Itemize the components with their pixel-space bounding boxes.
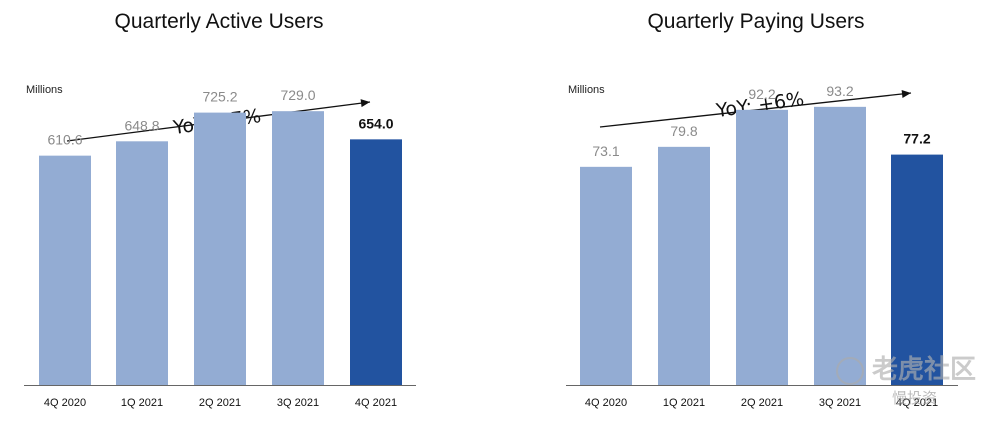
category-tick-label: 1Q 2021 bbox=[663, 397, 705, 409]
bar-1q-2021 bbox=[658, 146, 710, 385]
bar-3q-2021 bbox=[272, 111, 324, 386]
category-tick-label: 4Q 2020 bbox=[585, 397, 627, 409]
value-label: 77.2 bbox=[903, 131, 930, 147]
value-label: 725.2 bbox=[202, 89, 237, 105]
value-label: 729.0 bbox=[280, 87, 315, 103]
bar-2q-2021 bbox=[736, 109, 788, 385]
category-tick-label: 4Q 2020 bbox=[44, 397, 86, 409]
bar-4q-2020 bbox=[580, 166, 632, 385]
value-label: 79.8 bbox=[670, 123, 697, 139]
value-label: 648.8 bbox=[124, 117, 159, 133]
category-tick-label: 3Q 2021 bbox=[819, 397, 861, 409]
bar-4q-2020 bbox=[39, 155, 91, 385]
trend-arrow-head-icon bbox=[360, 99, 370, 108]
trend-arrow-head-icon bbox=[901, 90, 911, 98]
category-tick-label: 4Q 2021 bbox=[355, 397, 397, 409]
chart-title: Quarterly Paying Users bbox=[647, 10, 864, 33]
bar-1q-2021 bbox=[116, 141, 168, 385]
category-tick-label: 4Q 2021 bbox=[896, 397, 938, 409]
category-tick-label: 2Q 2021 bbox=[741, 397, 783, 409]
value-label: 93.2 bbox=[826, 83, 853, 99]
value-label: 92.2 bbox=[748, 86, 775, 102]
unit-label: Millions bbox=[568, 84, 605, 96]
bar-4q-2021 bbox=[891, 154, 943, 385]
unit-label: Millions bbox=[26, 84, 63, 96]
bar-3q-2021 bbox=[814, 106, 866, 385]
category-tick-label: 3Q 2021 bbox=[277, 397, 319, 409]
category-tick-label: 2Q 2021 bbox=[199, 397, 241, 409]
value-label: 610.6 bbox=[47, 132, 82, 148]
bar-4q-2021 bbox=[350, 139, 402, 385]
chart-title: Quarterly Active Users bbox=[115, 10, 324, 33]
bar-2q-2021 bbox=[194, 112, 246, 386]
category-tick-label: 1Q 2021 bbox=[121, 397, 163, 409]
value-label: 73.1 bbox=[592, 143, 619, 159]
value-label: 654.0 bbox=[358, 115, 393, 131]
